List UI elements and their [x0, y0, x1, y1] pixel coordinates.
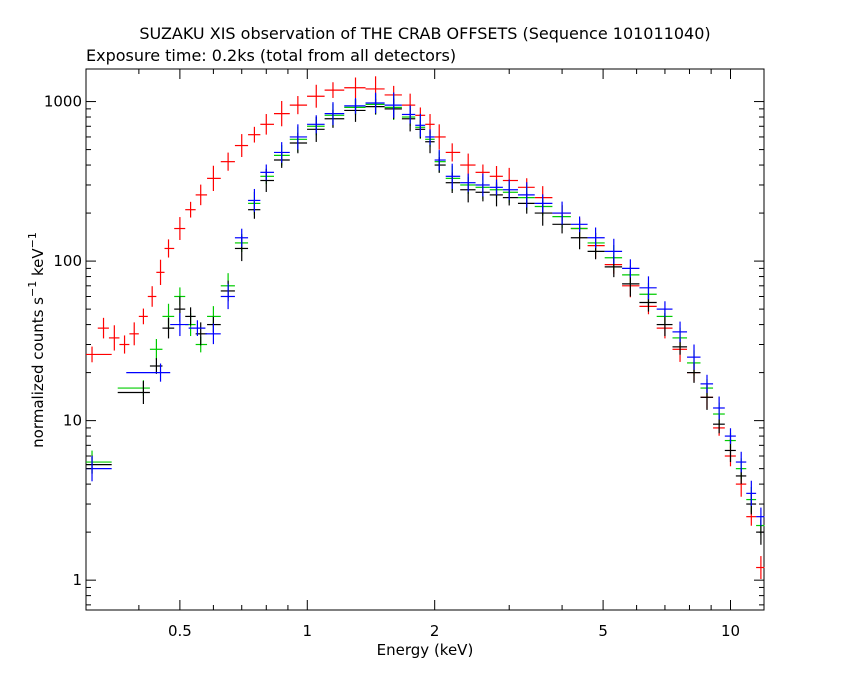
series-0 — [86, 76, 765, 579]
x-axis-label: Energy (keV) — [377, 641, 474, 659]
x-tick-label: 2 — [430, 622, 440, 640]
y-tick-label: 1 — [72, 571, 82, 589]
series-1 — [86, 94, 765, 535]
axis-ticks: 0.5 1 2 5 10 1 10 100 1000 — [44, 69, 764, 640]
x-tick-label: 1 — [303, 622, 313, 640]
y-axis-label: normalized counts s−1 keV−1 — [26, 232, 47, 448]
series-3 — [86, 92, 765, 526]
data-layer — [86, 76, 765, 579]
y-tick-label: 100 — [53, 252, 82, 270]
chart-title: SUZAKU XIS observation of THE CRAB OFFSE… — [139, 24, 710, 43]
x-tick-label: 10 — [721, 622, 740, 640]
y-tick-label: 1000 — [44, 93, 82, 111]
x-tick-label: 0.5 — [168, 622, 192, 640]
x-tick-label: 5 — [598, 622, 608, 640]
plot-frame — [85, 68, 765, 611]
y-tick-label: 10 — [63, 412, 82, 430]
series-2 — [86, 98, 765, 545]
chart-subtitle: Exposure time: 0.2ks (total from all det… — [86, 46, 456, 65]
